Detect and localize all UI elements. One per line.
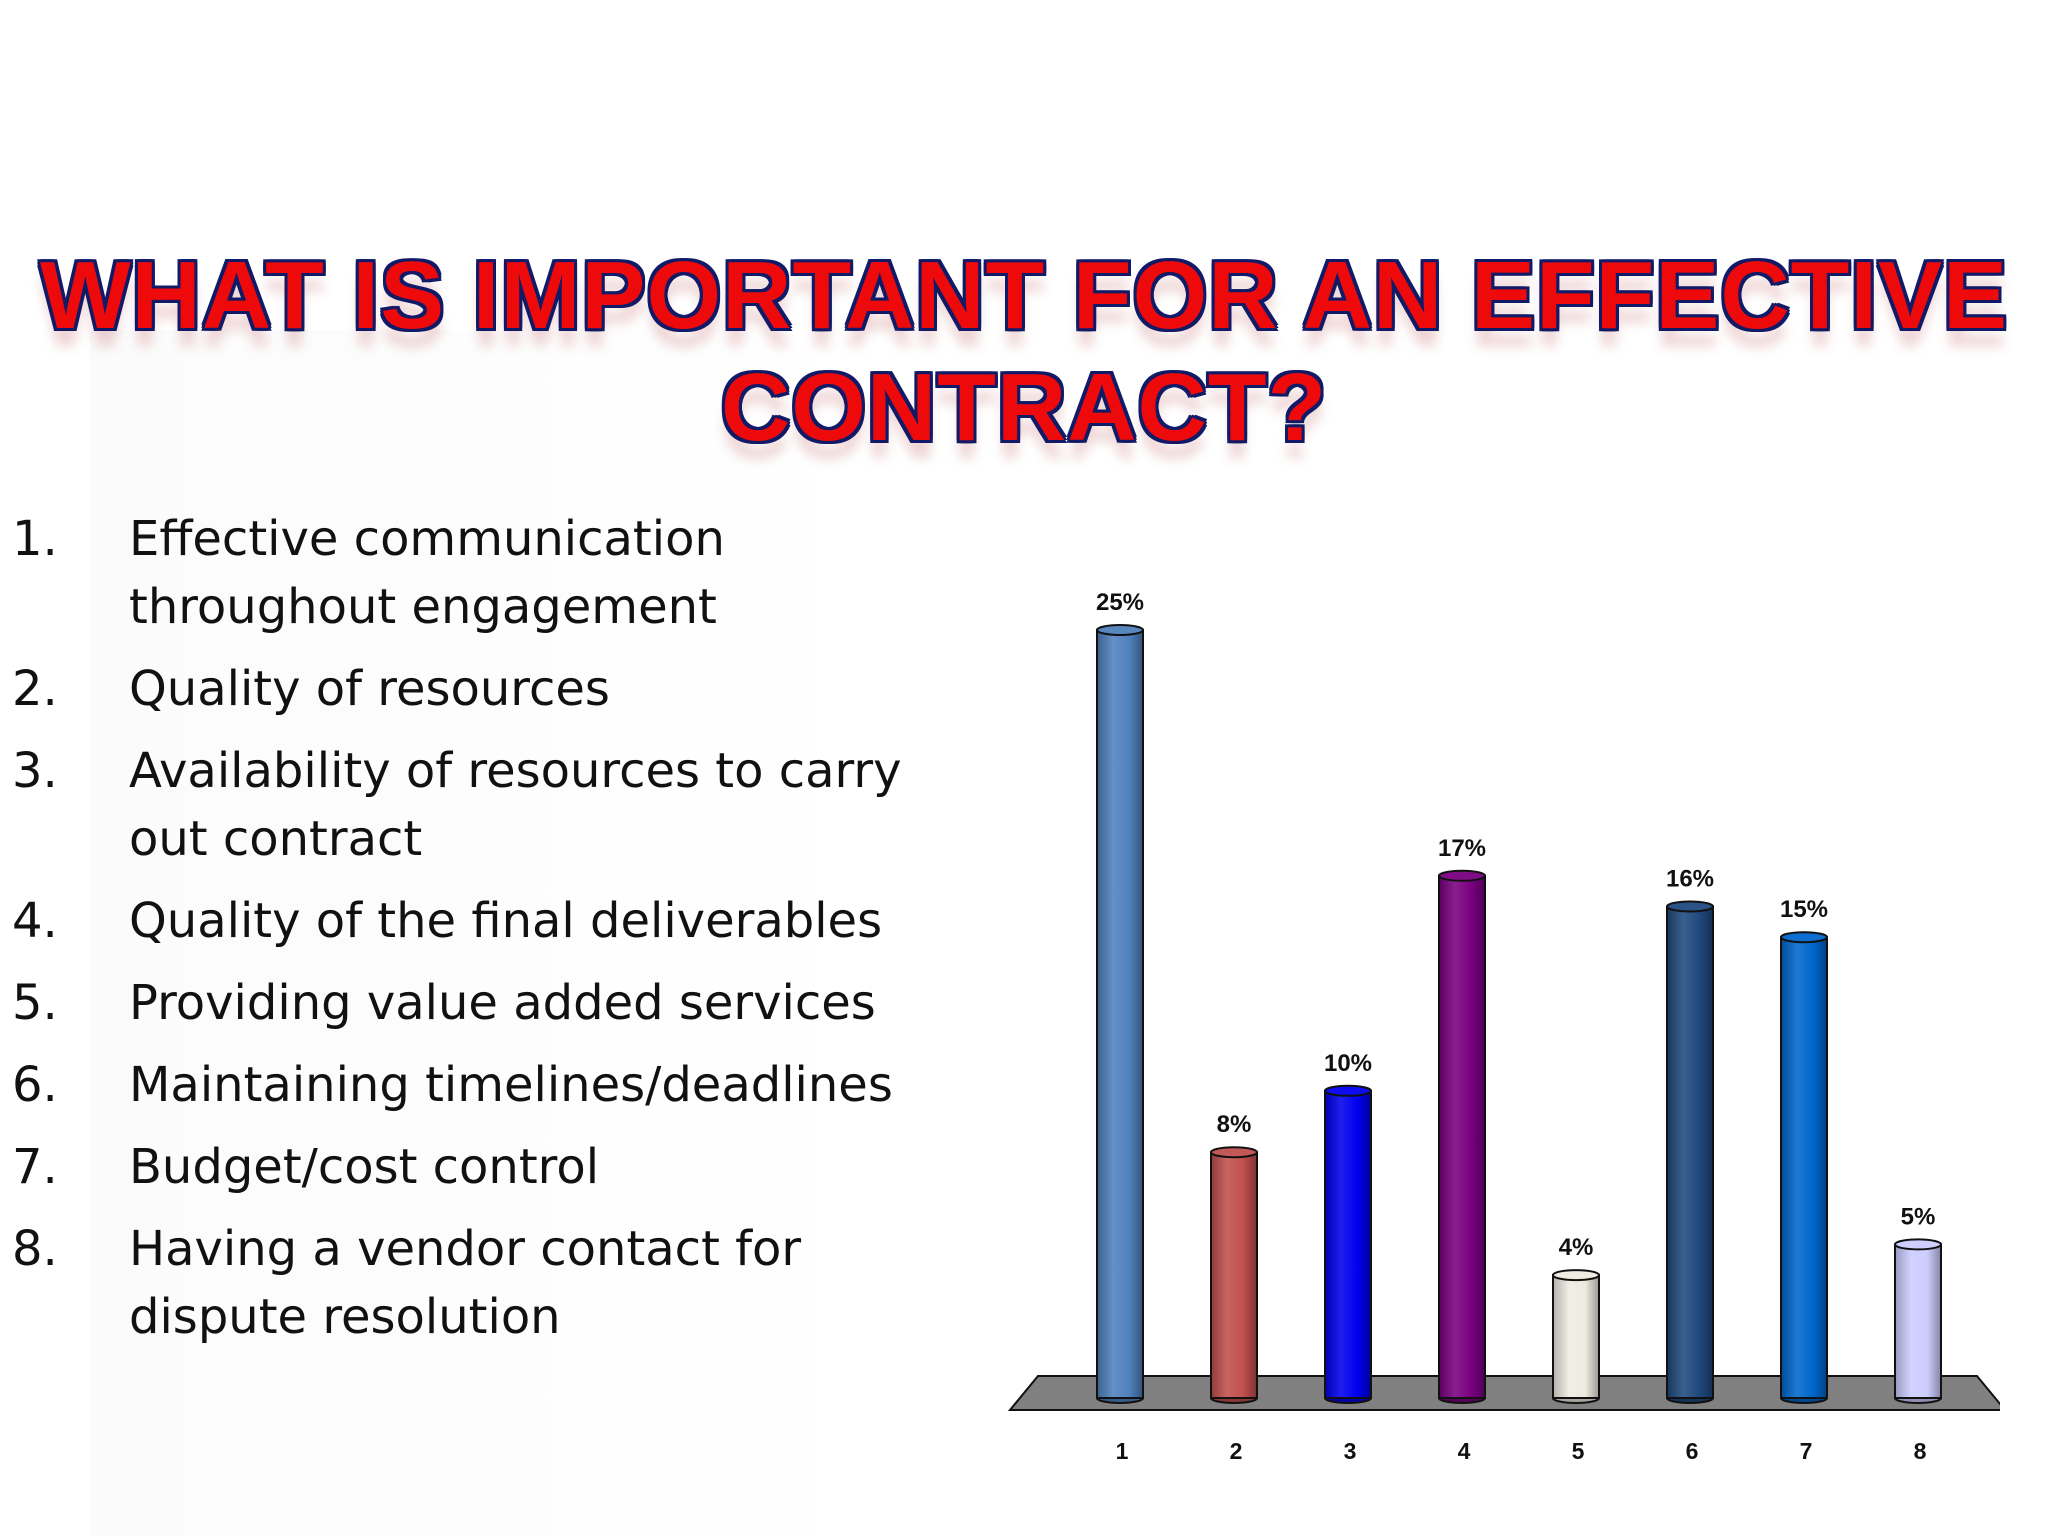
chart-floor-layer [1007,1375,2000,1411]
data-label: 10% [1324,1050,1372,1077]
bar-body [1552,1274,1600,1399]
list-item: 7. Budget/cost control [12,1133,912,1201]
bar-body [1894,1243,1942,1400]
data-label: 17% [1438,835,1486,862]
x-tick-label: 8 [1914,1438,1927,1464]
data-label: 4% [1559,1234,1594,1261]
list-item: 2. Quality of resources [12,655,912,723]
list-item-text: Availability of resources to carry out c… [129,743,902,867]
bar-5 [1552,1269,1600,1404]
data-label: 8% [1217,1111,1252,1138]
bar-top [1780,931,1828,944]
bar-top [1096,624,1144,636]
chart-floor [1007,1375,2000,1411]
bar-body [1324,1089,1372,1399]
bar-body [1096,629,1144,1399]
list-item: 1. Effective communication throughout en… [12,505,912,641]
list-item-number: 1. [12,511,58,567]
bar-body [1438,874,1486,1399]
bar-1 [1096,624,1144,1404]
x-tick-label: 1 [1116,1438,1129,1464]
bar-top [1210,1146,1258,1159]
data-label: 15% [1780,896,1828,923]
x-tick-label: 3 [1344,1438,1357,1464]
bar-chart: 25% 1 8% 2 10% 3 17% 4 4% 5 16% 6 15% 7 5% 8 [1007,589,2000,1464]
bar-body [1210,1151,1258,1399]
list-item: 8. Having a vendor contact for dispute r… [12,1215,912,1351]
bar-2 [1210,1146,1258,1404]
chart-labels-layer: 25% 1 8% 2 10% 3 17% 4 4% 5 16% 6 15% 7 5% 8 [1096,589,1935,1464]
list-item-text: Budget/cost control [129,1139,600,1195]
slide-title: WHAT IS IMPORTANT FOR AN EFFECTIVE CONTR… [0,240,2048,464]
slide-background [90,330,2048,1536]
criteria-list: 1. Effective communication throughout en… [12,505,912,1365]
x-tick-label: 5 [1572,1438,1585,1464]
bar-body [1666,905,1714,1399]
list-item-number: 6. [12,1057,58,1113]
chart-bars-layer [1096,624,1942,1404]
x-tick-label: 6 [1686,1438,1699,1464]
list-item-number: 8. [12,1221,58,1277]
bar-top [1324,1084,1372,1097]
bar-top [1894,1238,1942,1251]
bar-top [1438,869,1486,882]
list-item-text: Effective communication throughout engag… [129,511,725,635]
bar-3 [1324,1084,1372,1404]
list-item: 3. Availability of resources to carry ou… [12,737,912,873]
list-item-text: Maintaining timelines/deadlines [129,1057,893,1113]
title-line-1: WHAT IS IMPORTANT FOR AN EFFECTIVE [39,242,2009,349]
list-item-text: Quality of the final deliverables [129,893,883,949]
list-item-number: 7. [12,1139,58,1195]
bar-8 [1894,1238,1942,1404]
data-label: 16% [1666,865,1714,892]
list-item-number: 4. [12,893,58,949]
x-tick-label: 7 [1800,1438,1813,1464]
bar-top [1666,900,1714,913]
data-label: 25% [1096,589,1144,616]
bar-body [1780,936,1828,1399]
list-item-number: 2. [12,661,58,717]
x-tick-label: 4 [1458,1438,1471,1464]
bar-6 [1666,900,1714,1404]
list-item: 5. Providing value added services [12,969,912,1037]
x-tick-label: 2 [1230,1438,1243,1464]
list-item-number: 5. [12,975,58,1031]
list-item: 6. Maintaining timelines/deadlines [12,1051,912,1119]
data-label: 5% [1901,1203,1936,1230]
list-item-number: 3. [12,743,58,799]
title-line-2: CONTRACT? [720,354,1328,461]
bar-4 [1438,869,1486,1404]
list-item-text: Having a vendor contact for dispute reso… [129,1221,802,1345]
list-item: 4. Quality of the final deliverables [12,887,912,955]
list-item-text: Quality of resources [129,661,610,717]
bar-top [1552,1269,1600,1282]
bar-7 [1780,931,1828,1404]
list-item-text: Providing value added services [129,975,876,1031]
